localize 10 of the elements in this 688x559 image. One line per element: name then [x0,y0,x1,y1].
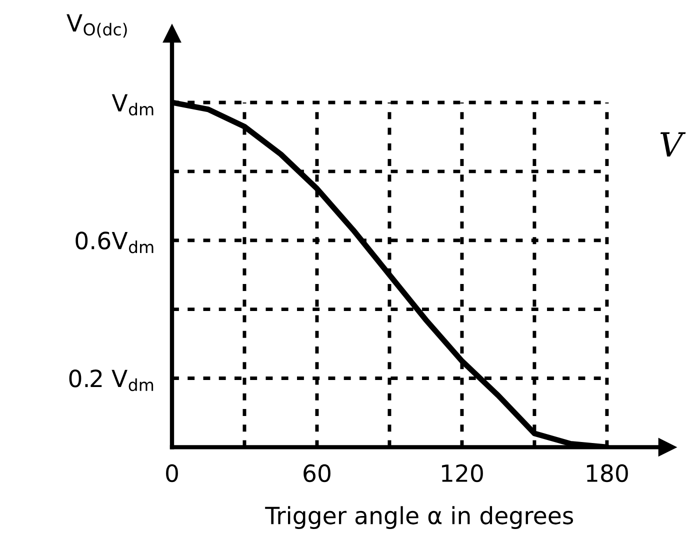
annotation: V [660,132,686,157]
x-tick-label: 180 [587,464,628,482]
x-axis-title: Trigger angle α in degrees [265,506,574,530]
y-tick-label: 0.2 V$_{dm}$ [69,370,154,392]
x-tick-label: 60 [304,464,330,482]
y-axis-title: V$_{O(dc)}$ [66,14,127,38]
x-tick-label: 120 [442,464,483,482]
y-tick-label: 0.6V$_{dm}$ [76,232,154,254]
y-tick-label: V$_{dm}$ [112,94,154,116]
x-tick-label: 0 [166,464,178,482]
